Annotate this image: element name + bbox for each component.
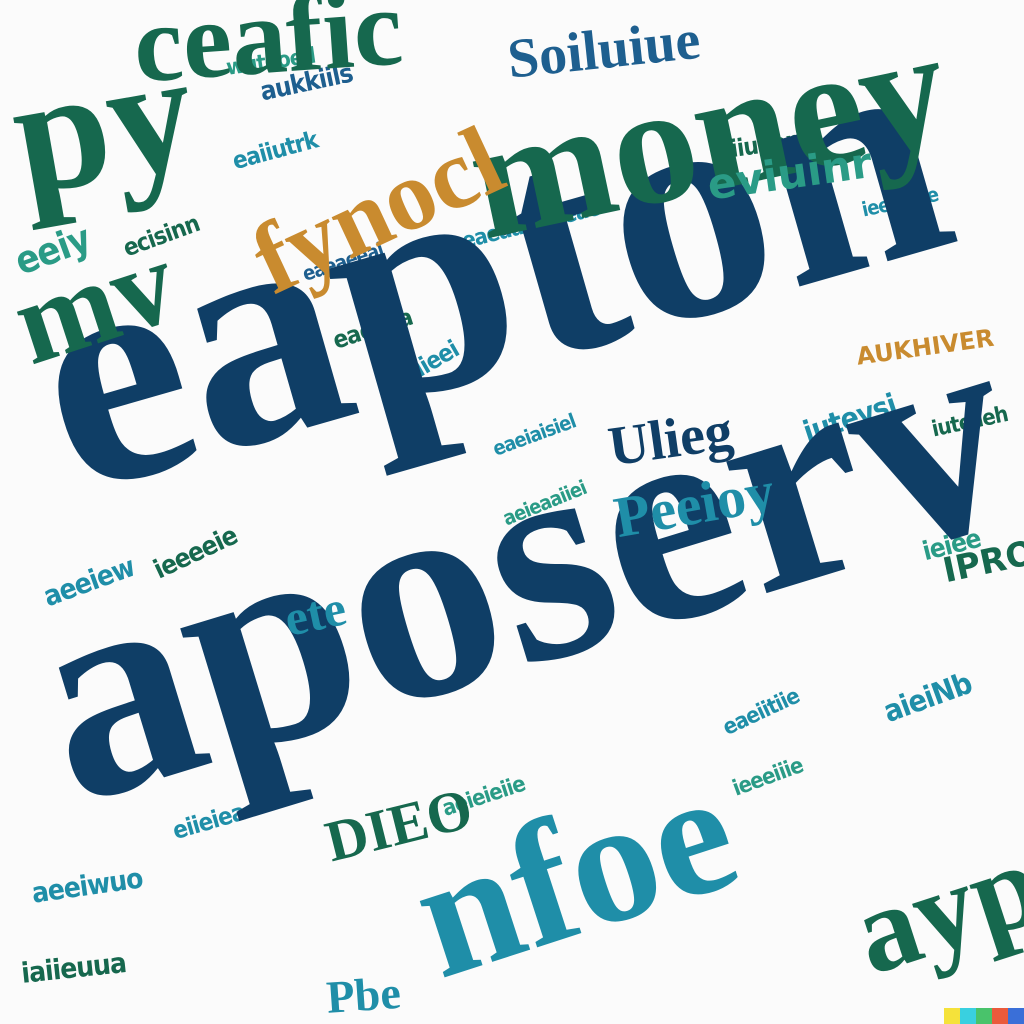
noise-text: aieiNb: [878, 666, 977, 731]
noise-text: eaeiitiie: [719, 683, 804, 741]
strip-swatch-cyan: [960, 1008, 976, 1024]
noise-text: iaiieuua: [19, 946, 128, 990]
word-ayp: ayp: [837, 815, 1024, 1000]
strip-swatch-blue: [1008, 1008, 1024, 1024]
color-strip-watermark: [944, 1008, 1024, 1024]
noise-text: aeeiwuo: [29, 861, 145, 910]
word-ceafic: ceafic: [129, 0, 407, 106]
strip-swatch-red: [992, 1008, 1008, 1024]
word-pbe: Pbe: [324, 966, 403, 1023]
strip-swatch-green: [976, 1008, 992, 1024]
word-ete: ete: [279, 579, 351, 647]
strip-swatch-yellow: [944, 1008, 960, 1024]
noise-text: ieeeiiie: [729, 753, 807, 802]
